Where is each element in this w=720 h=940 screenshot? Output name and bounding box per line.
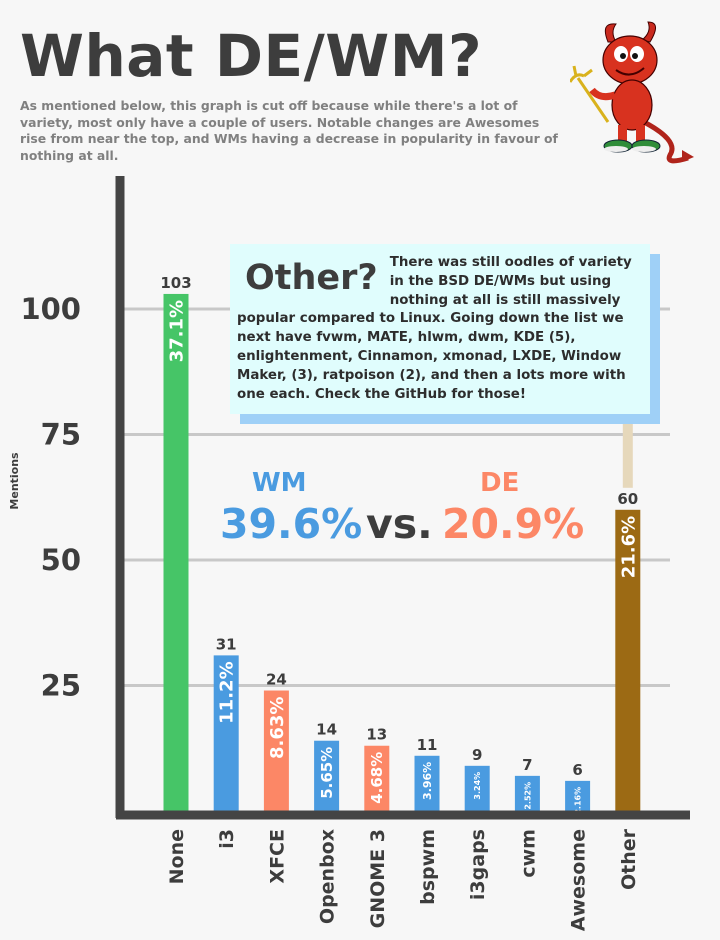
- bar-percent-label: 3.96%: [421, 762, 434, 800]
- bar-value-label: 7: [522, 756, 532, 774]
- bar-value-label: 13: [366, 726, 387, 744]
- bar: [615, 509, 641, 811]
- bar-value-label: 9: [472, 746, 482, 764]
- wm-percentage: 39.6%: [220, 500, 363, 548]
- x-tick-label: bspwm: [417, 829, 439, 905]
- bars-layer: [163, 293, 641, 811]
- de-label: DE: [480, 468, 520, 498]
- x-tick-label: GNOME 3: [367, 829, 389, 928]
- bar-value-label: 14: [316, 721, 337, 739]
- callout-body: There was still oodles of variety in the…: [237, 255, 632, 402]
- bar-value-label: 31: [216, 635, 237, 653]
- bar-value-label: 103: [160, 274, 191, 292]
- bar-percent-label: 21.6%: [618, 516, 639, 578]
- bar-percent-label: 5.65%: [318, 747, 336, 799]
- bar-percent-label: 3.24%: [473, 772, 482, 800]
- bar-value-label: 24: [266, 671, 287, 689]
- bar: [163, 293, 189, 811]
- bar: [213, 655, 239, 811]
- y-tick-label: 75: [41, 418, 81, 452]
- vs-text: vs.: [366, 500, 433, 548]
- y-tick-label: 100: [20, 292, 81, 326]
- x-tick-label: cwm: [517, 829, 539, 878]
- bar-value-label: 60: [617, 490, 638, 508]
- bar-percent-label: 4.68%: [368, 752, 386, 804]
- bar-value-label: 6: [572, 761, 582, 779]
- other-bar-extension-layer: [622, 400, 633, 488]
- y-tick-label: 25: [41, 669, 81, 703]
- x-tick-label: i3: [216, 829, 238, 849]
- bar: [364, 745, 390, 811]
- bar-percent-label: 2.16%: [573, 787, 582, 815]
- x-tick-label: XFCE: [266, 829, 288, 884]
- y-axis-label: Mentions: [8, 452, 21, 510]
- axes: [115, 176, 690, 820]
- other-bar-pointer: [622, 400, 633, 488]
- bar-value-label: 11: [417, 736, 438, 754]
- x-tick-label: i3gaps: [467, 829, 489, 900]
- x-tick-label: Openbox: [317, 829, 339, 924]
- bar: [464, 765, 490, 811]
- bar-percent-label: 37.1%: [166, 300, 187, 362]
- callout-title: Other?: [245, 258, 378, 298]
- bar: [565, 780, 591, 811]
- page-title: What DE/WM?: [20, 22, 483, 90]
- page-subtitle: As mentioned below, this graph is cut of…: [20, 98, 558, 163]
- labels-layer: 25 50 75 100 Mentions 103 37.1% None 31 11.2% i3 24…: [8, 274, 640, 931]
- other-callout-box: Other? There was still oodles of variety…: [230, 244, 650, 414]
- x-tick-label: Awesome: [568, 829, 590, 931]
- bar-percent-label: 11.2%: [217, 661, 238, 723]
- x-tick-label: None: [166, 829, 188, 884]
- bar-percent-label: 2.52%: [523, 782, 532, 810]
- bar: [414, 755, 440, 811]
- bar: [314, 740, 340, 811]
- bar: [514, 775, 540, 811]
- bar-percent-label: 8.63%: [267, 697, 288, 759]
- daemon-mascot-image: [570, 21, 694, 164]
- wm-vs-de-comparison: WM DE 39.6% vs. 20.9%: [220, 468, 590, 550]
- y-tick-label: 50: [41, 543, 81, 577]
- x-tick-label: Other: [618, 828, 640, 890]
- wm-label: WM: [252, 468, 307, 498]
- bar: [263, 690, 289, 811]
- de-percentage: 20.9%: [442, 500, 585, 548]
